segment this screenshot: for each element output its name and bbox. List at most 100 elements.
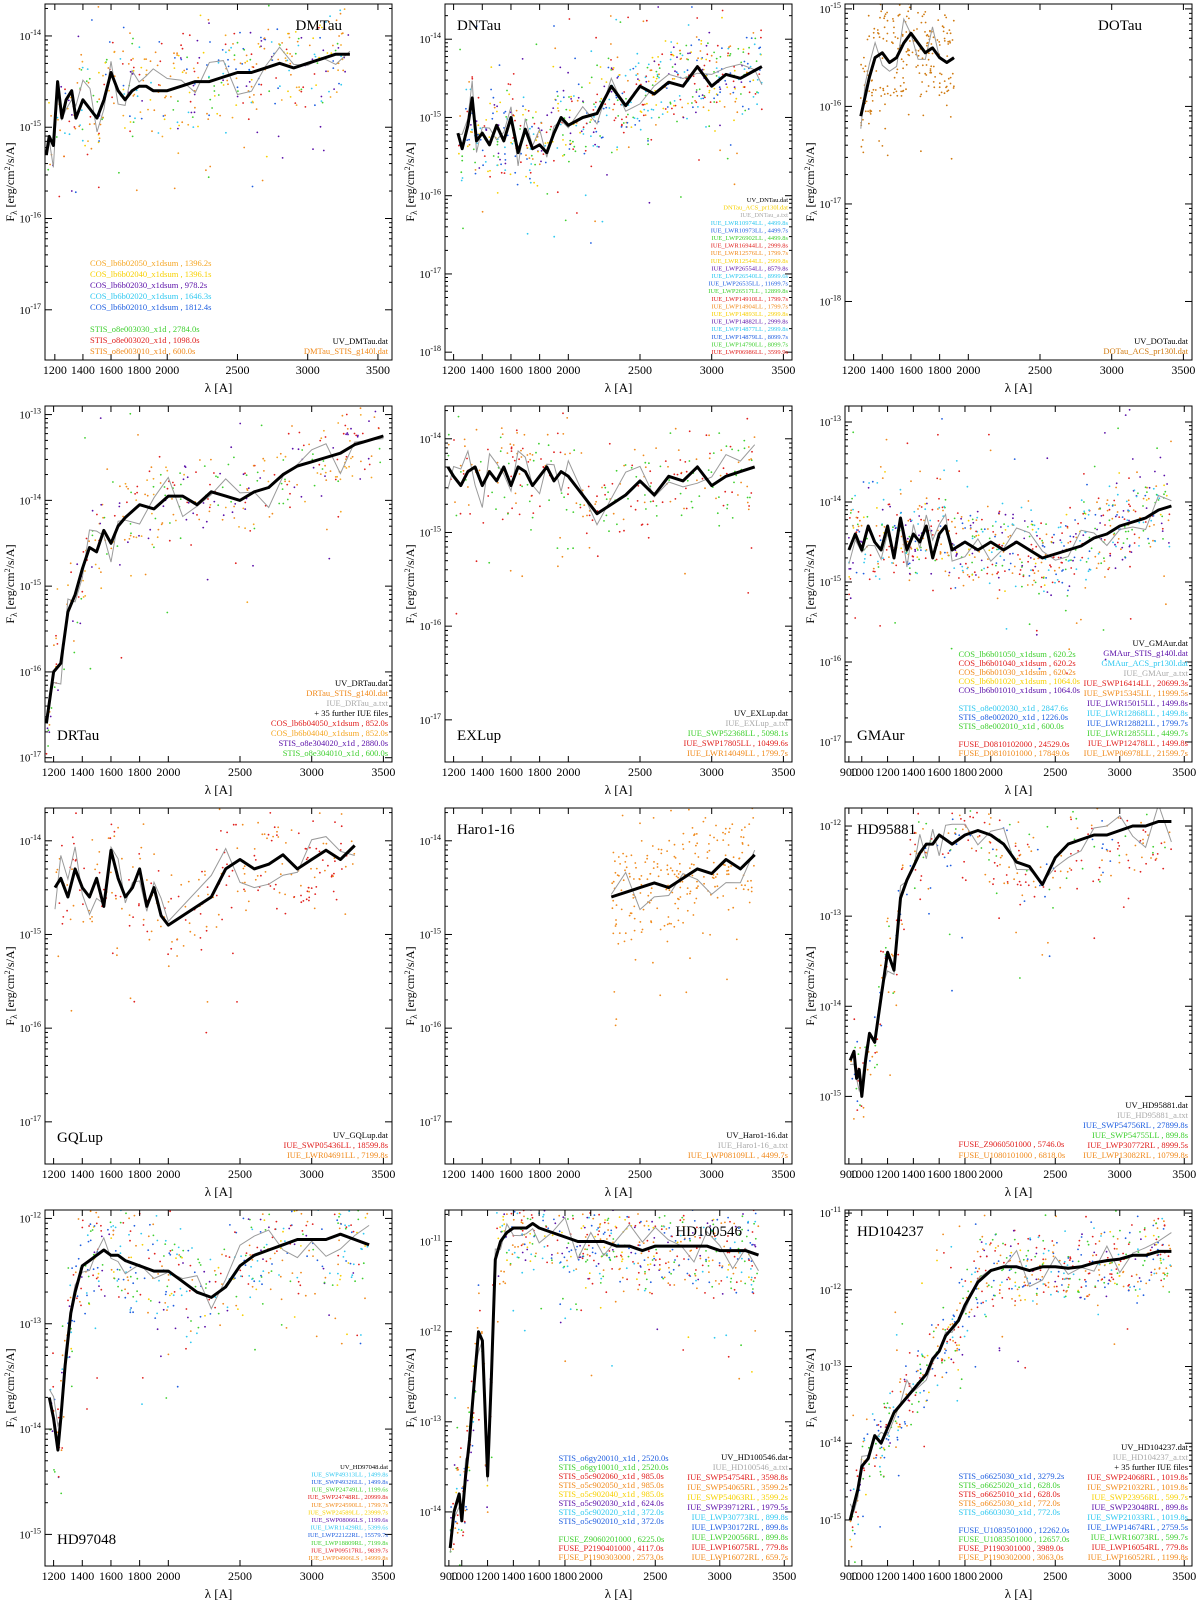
y-tick-label: 10-17 [19,750,41,765]
legend-entry: UV_HD100546.dat [721,1452,788,1462]
legend-entry: STIS_o8e003030_x1d , 2784.0s [90,324,200,334]
x-tick-label: 2500 [228,765,252,779]
legend-entry: FUSE_D0810101000 , 17849.0s [959,748,1070,758]
legend-entry: STIS_o6625030_x1d , 3279.2s [959,1471,1065,1481]
x-tick-label: 1200 [476,1569,500,1583]
y-tick-label: 10-15 [19,926,41,941]
x-tick-label: 1800 [528,765,552,779]
plot-area [848,1210,1172,1563]
x-tick-label: 3500 [771,1167,795,1181]
legend-entry: DMTau_STIS_g140l.dat [304,346,389,356]
x-tick-label: 1600 [499,1167,523,1181]
y-axis-label: Fλ [erg/cm2/s/A] [803,142,819,221]
legend-entry: FUSE_Z9060201000 , 6225.0s [559,1534,665,1544]
legend-entry: COS_lb6b01010_x1dsum , 1064.0s [959,685,1080,695]
x-tick-label: 1800 [553,1569,577,1583]
y-tick-label: 10-14 [419,431,441,446]
legend-entry: IUE_LWP14674RL , 2759.5s [1087,1522,1188,1532]
legend-entry: IUE_LWP16075RL , 779.8s [692,1542,788,1552]
x-tick-label: 2000 [156,1167,180,1181]
y-axis-label: Fλ [erg/cm2/s/A] [403,142,419,221]
x-tick-label: 1600 [99,765,123,779]
x-tick-label: 2000 [979,1167,1003,1181]
iue-spectrum-line [54,836,355,923]
x-axis-label: λ [A] [605,1586,633,1601]
x-tick-label: 3500 [1172,765,1196,779]
chart-title: GMAur [857,728,905,744]
y-tick-label: 10-15 [819,574,841,589]
x-tick-label: 3000 [700,765,724,779]
legend-entry: FUSE_U1080101000 , 6818.0s [959,1150,1066,1160]
x-tick-label: 2500 [1043,765,1067,779]
spectrum-chart-2: 1200 1400 1600 1800 2000 2500 3000 3500 10-15 10-… [803,1,1195,395]
x-tick-label: 1600 [99,1167,123,1181]
legend-entry: IUE_LWP26540LL , 8999.6s [711,273,788,280]
plot-frame [44,1209,393,1567]
legend-entry: IUE_LWP14904LL , 1799.7s [711,303,788,310]
x-tick-label: 2000 [156,765,180,779]
legend-entry: IUE_LWP20056RL , 899.8s [692,1532,788,1542]
legend-entry: IUE_SWP52368LL , 5098.1s [688,728,788,738]
x-tick-label: 1400 [901,765,925,779]
y-tick-label: 10-15 [819,1088,841,1103]
y-tick-label: 10-14 [19,28,41,43]
legend-entry: IUE_LWP30172RL , 899.8s [692,1522,788,1532]
legend-entry: STIS_o5c902050_x1d , 985.0s [559,1480,664,1490]
legend-entry: STIS_o6625010_x1d , 628.0s [959,1489,1061,1499]
series-line [848,820,1172,1098]
legend-entry: IUE_Haro1-16_a.txt [718,1140,789,1150]
legend-entry: IUE_SWP24589LL , 23999.7s [308,1509,388,1516]
plot-frame [44,807,393,1165]
x-tick-label: 2000 [956,363,980,377]
y-tick-label: 10-14 [819,1435,841,1450]
legend-entry: IUE_LWP14879LL , 8099.7s [711,334,788,341]
chart-title: EXLup [457,728,501,744]
y-tick-label: 10-18 [419,344,441,359]
legend-entry: STIS_o5c902030_x1d , 624.0s [559,1498,664,1508]
x-tick-label: 2500 [225,363,249,377]
legend-entry: IUE_LWP12478LL , 1499.8s [1088,738,1188,748]
y-axis-label: Fλ [erg/cm2/s/A] [803,544,819,623]
y-tick-label: 10-12 [819,1282,841,1297]
legend-entry: DRTau_STIS_g140l.dat [306,688,388,698]
plot-frame [444,3,793,361]
chart-title: DMTau [296,18,343,34]
x-tick-label: 1200 [442,765,466,779]
x-tick-label: 1800 [953,1569,977,1583]
legend-entry: UV_DMTau.dat [333,336,389,346]
x-tick-label: 2500 [628,765,652,779]
x-axis-label: λ [A] [205,1586,233,1601]
plot-area [47,1210,370,1495]
x-tick-label: 1800 [953,765,977,779]
x-axis-label: λ [A] [1005,1586,1033,1601]
x-axis-label: λ [A] [605,782,633,797]
chart-title: HD100546 [675,1224,742,1240]
legend-entry: IUE_LWR04691LL , 7199.8s [287,1150,388,1160]
x-tick-label: 1000 [850,1569,874,1583]
y-tick-label: 10-15 [419,109,441,124]
series-line [45,52,350,155]
x-axis-label: λ [A] [205,782,233,797]
legend-entry: COS_lb6b04050_x1dsum , 852.0s [271,718,388,728]
legend-entry: STIS_o8e304020_x1d , 2880.0s [278,738,388,748]
spectrum-chart-6: 1200 1400 1600 1800 2000 2500 3000 3500 10-14 10-… [3,807,395,1199]
spectrum-chart-4: 1200 1400 1600 1800 2000 2500 3000 3500 10-14 10-… [403,405,795,797]
x-tick-label: 2000 [556,765,580,779]
y-tick-label: 10-12 [19,1210,41,1225]
spectrum-chart-9: 1200 1400 1600 1800 2000 2500 3000 3500 10-12 10-… [3,1209,395,1601]
legend-entry: IUE_LWR10974LL , 4499.8s [711,220,789,227]
x-axis-label: λ [A] [605,380,633,395]
x-tick-label: 1600 [927,1569,951,1583]
legend-entry: IUE_LWP16072RL , 659.7s [692,1552,788,1562]
y-tick-label: 10-13 [19,1316,41,1331]
y-axis-label: Fλ [erg/cm2/s/A] [3,544,19,623]
legend-entry: IUE_LWP06978LL , 21599.7s [1084,748,1188,758]
legend-entry: IUE_LWP16052RL , 1199.8s [1088,1552,1188,1562]
y-tick-label: 10-14 [419,1504,441,1519]
legend-entry: COS_lb6b01020_x1dsum , 1064.0s [959,676,1080,686]
x-tick-label: 1400 [70,765,94,779]
x-tick-label: 3000 [1108,1569,1132,1583]
